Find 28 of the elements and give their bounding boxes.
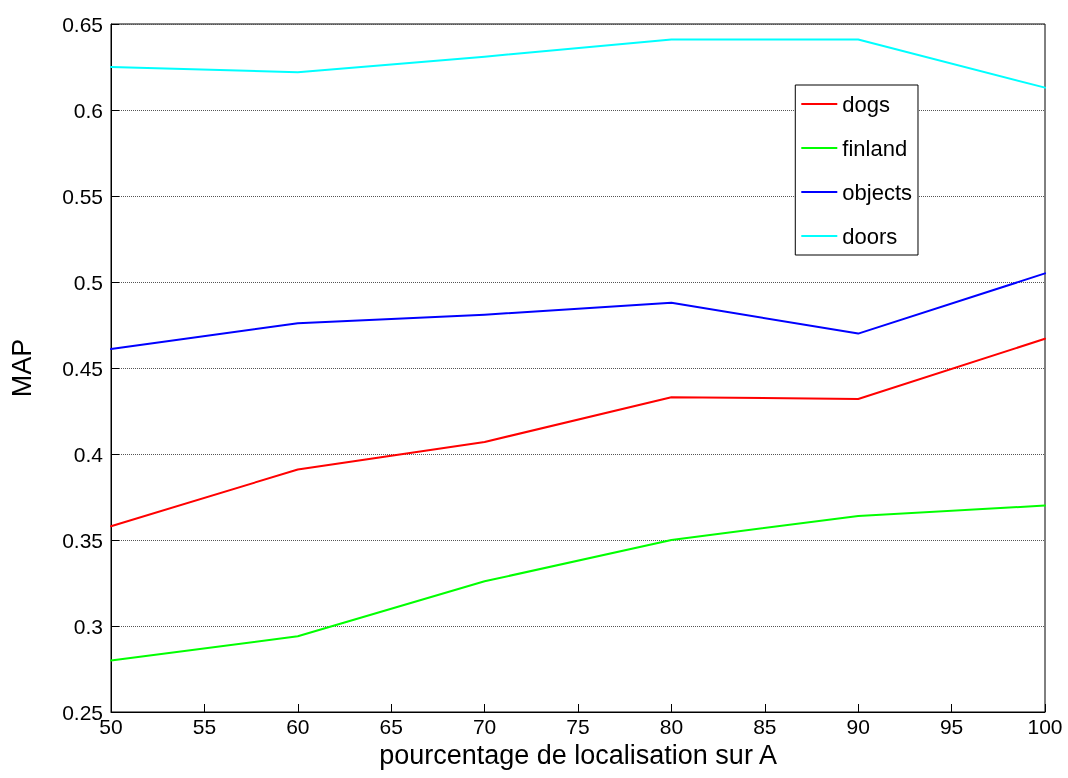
y-tick-label: 0.4: [73, 442, 104, 466]
y-tick-label: 0.45: [62, 356, 103, 380]
x-tick-label: 60: [286, 715, 310, 738]
y-tick-label: 0.35: [62, 528, 103, 552]
y-tick-label: 0.65: [62, 12, 103, 36]
y-tick-label: 0.55: [62, 184, 103, 208]
x-tick-label: 70: [472, 715, 497, 738]
x-tick-label: 80: [659, 715, 684, 738]
x-tick-label: 90: [846, 715, 870, 738]
x-tick-label: 65: [379, 715, 403, 738]
y-tick-label: 0.5: [73, 270, 103, 294]
x-tick-label: 95: [939, 715, 964, 738]
line-series: [110, 38, 1046, 89]
legend-label: finland: [842, 135, 908, 161]
legend-label: objects: [842, 179, 913, 205]
y-tick-label: 0.3: [73, 614, 103, 638]
legend-label: dogs: [842, 91, 891, 117]
x-tick-label: 75: [566, 715, 590, 738]
line-series: [110, 504, 1046, 662]
x-tick-label: 100: [1027, 715, 1063, 738]
line-series: [110, 337, 1046, 528]
line-series: [110, 272, 1046, 351]
y-axis-title: MAP: [6, 338, 37, 398]
y-tick-label: 0.6: [73, 98, 103, 122]
x-axis-title: pourcentage de localisation sur A: [379, 740, 777, 771]
legend-label: doors: [842, 223, 898, 249]
x-tick-label: 85: [753, 715, 777, 738]
x-tick-label: 55: [192, 715, 217, 738]
